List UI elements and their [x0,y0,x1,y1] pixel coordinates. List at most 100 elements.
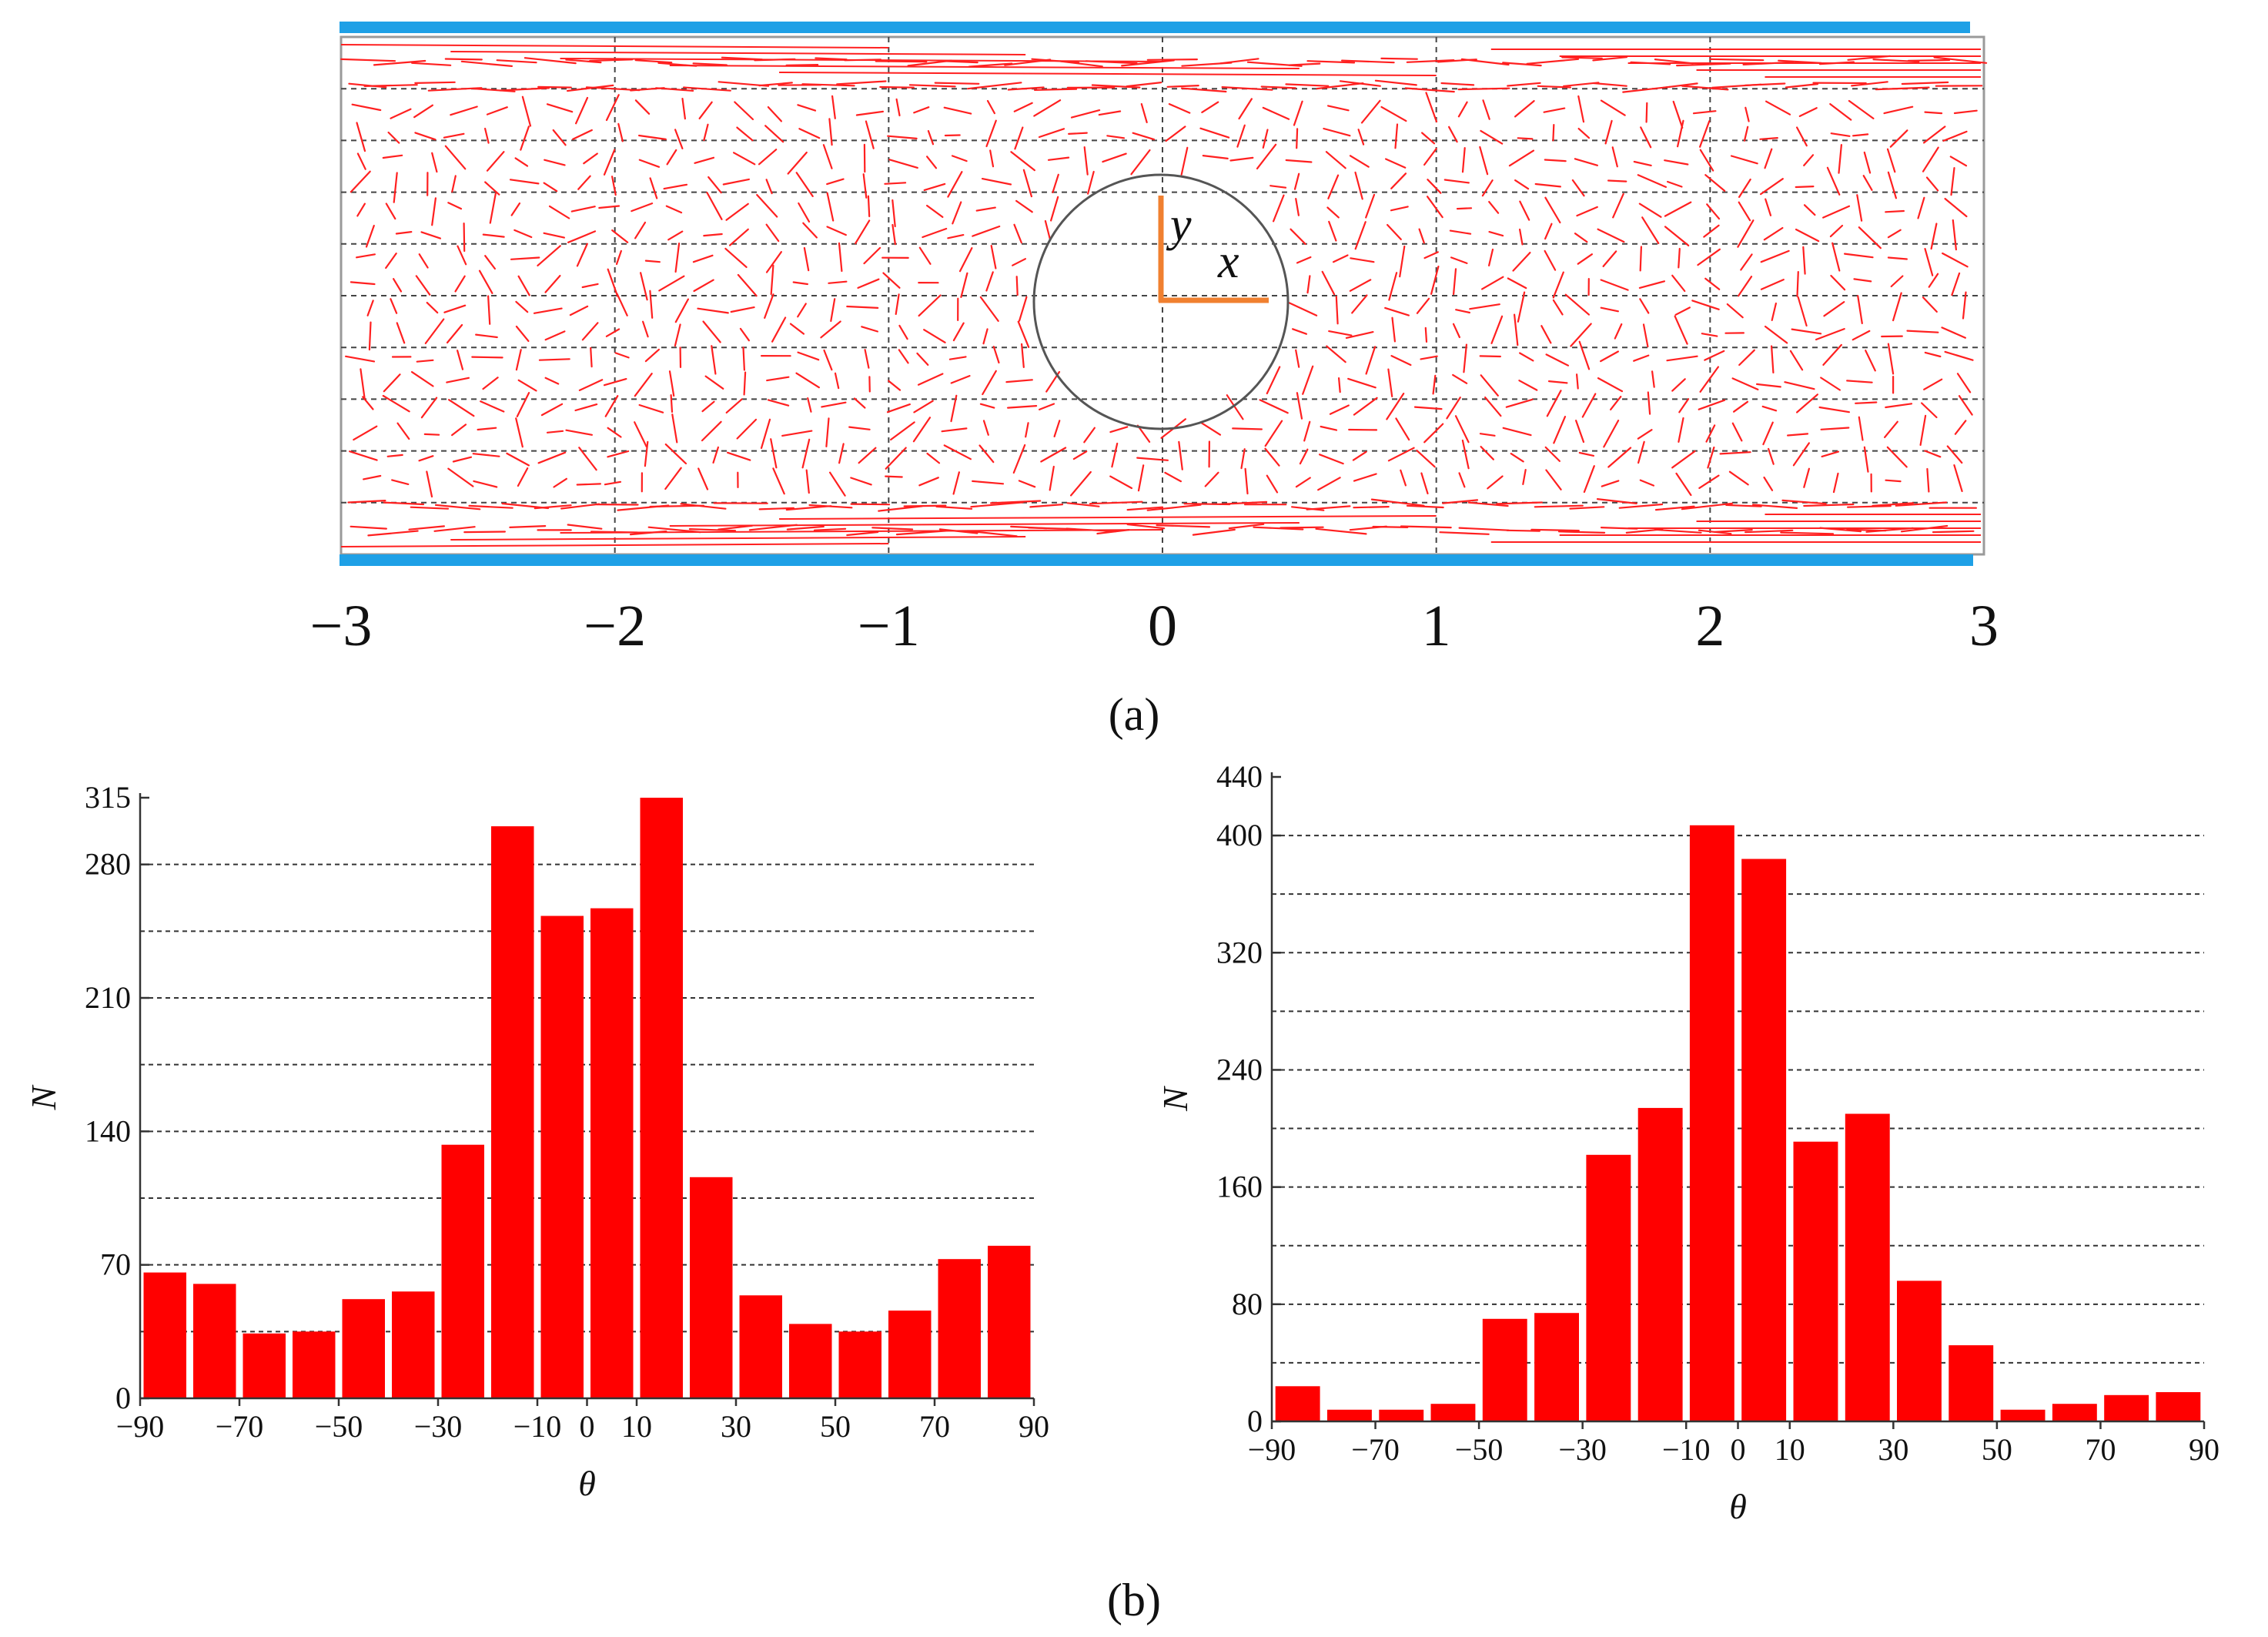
velocity-vector [1577,253,1593,265]
velocity-vector [885,447,907,470]
velocity-vector [1564,293,1590,316]
velocity-vector [1295,477,1311,488]
velocity-vector [616,293,628,316]
velocity-vector [1351,294,1368,314]
velocity-vector [1677,119,1684,148]
velocity-vector [918,294,942,317]
velocity-vector [798,128,821,139]
x-tick-label: 70 [2085,1432,2116,1467]
histogram-bar [2000,1409,2046,1421]
velocity-vector [560,58,1163,62]
velocity-vector [1357,129,1365,146]
velocity-vector [1763,476,1774,491]
velocity-vector [546,430,564,434]
velocity-vector [912,417,932,443]
velocity-vector [1838,144,1842,174]
velocity-vector [1446,397,1461,420]
velocity-vector [1236,124,1246,148]
velocity-vector [1467,501,1509,507]
velocity-vector [393,278,403,293]
velocity-vector [544,377,560,385]
velocity-vector [758,149,778,166]
velocity-vector [736,418,758,440]
velocity-vector [1370,498,1425,507]
velocity-vector [772,467,785,495]
y-axis-label: y [1166,199,1192,251]
histogram-bar [1586,1154,1631,1421]
velocity-vector [1413,406,1443,410]
velocity-vector [1803,503,1855,507]
velocity-vector [1102,152,1127,163]
velocity-vector [391,479,410,486]
velocity-vector [589,59,634,62]
velocity-vector [1610,395,1622,411]
velocity-vector [1574,233,1588,243]
velocity-vector [1612,192,1624,219]
velocity-vector [1066,502,1100,507]
velocity-vector [703,123,709,142]
velocity-vector [1199,421,1222,436]
velocity-vector [1600,99,1626,116]
velocity-vector [765,251,783,273]
velocity-vector [1365,193,1376,219]
velocity-vector [1285,159,1313,163]
velocity-vector [948,356,967,360]
velocity-vector [460,60,513,68]
velocity-vector [350,170,371,193]
y-axis-title: N [24,1084,63,1110]
velocity-vector [1010,151,1036,172]
velocity-vector [487,295,491,325]
velocity-vector [450,423,467,437]
velocity-vector [771,316,787,343]
velocity-vector [764,293,774,319]
velocity-vector [978,444,995,464]
velocity-vector [1886,446,1908,468]
velocity-vector [1137,464,1145,492]
velocity-vector [1759,137,1778,140]
velocity-vector [822,144,833,169]
velocity-vector [1017,320,1030,348]
velocity-vector [340,44,889,49]
velocity-vector [567,230,597,243]
velocity-vector [1391,316,1397,343]
panel-a-quiver-plot: y x −3 −2 −1 0 1 2 3 (a) [310,22,1999,740]
velocity-vector [1479,433,1496,437]
velocity-vector [1296,128,1299,149]
velocity-vector [1447,126,1458,143]
velocity-vector [444,58,483,61]
velocity-vector [581,283,599,289]
velocity-vector [1647,391,1651,415]
velocity-vector [631,203,654,213]
velocity-vector [1958,395,1973,416]
velocity-vector [1956,373,1972,393]
velocity-vector [1461,439,1470,470]
x-tick-label: 10 [621,1409,652,1444]
velocity-vector [789,323,805,335]
velocity-vector [1458,527,1510,531]
velocity-vector [1325,151,1346,169]
velocity-vector [1266,366,1281,395]
x-tick-label: 90 [1019,1409,1049,1444]
velocity-vector [1256,143,1277,169]
velocity-vector [934,82,980,85]
velocity-vector [1654,528,1702,534]
velocity-vector [1299,448,1309,465]
velocity-vector [692,254,714,263]
velocity-vector [644,348,661,363]
x-axis-label: x [1217,236,1239,288]
velocity-vector [923,329,946,343]
velocity-vector [533,307,563,314]
velocity-vector [703,233,723,237]
velocity-vector [386,454,403,457]
velocity-vector [482,377,499,390]
panel-a-caption-text: (a) [1109,689,1160,740]
velocity-vector [1886,148,1896,173]
velocity-vector [382,154,403,159]
velocity-vector [787,151,808,175]
velocity-vector [483,127,490,144]
velocity-vector [1106,135,1126,139]
velocity-vector [1517,137,1534,140]
velocity-vector [882,272,901,289]
velocity-vector [674,129,684,149]
velocity-vector [1049,465,1055,491]
